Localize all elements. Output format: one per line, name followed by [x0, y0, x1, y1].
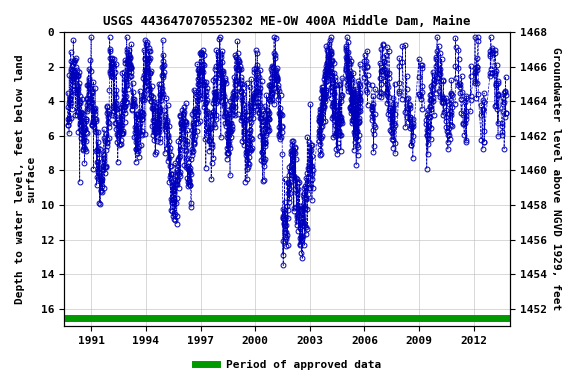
Legend: Period of approved data: Period of approved data	[191, 356, 385, 375]
Y-axis label: Depth to water level, feet below land
surface: Depth to water level, feet below land su…	[15, 54, 37, 304]
Y-axis label: Groundwater level above NGVD 1929, feet: Groundwater level above NGVD 1929, feet	[551, 48, 561, 311]
Title: USGS 443647070552302 ME-OW 400A Middle Dam, Maine: USGS 443647070552302 ME-OW 400A Middle D…	[103, 15, 471, 28]
